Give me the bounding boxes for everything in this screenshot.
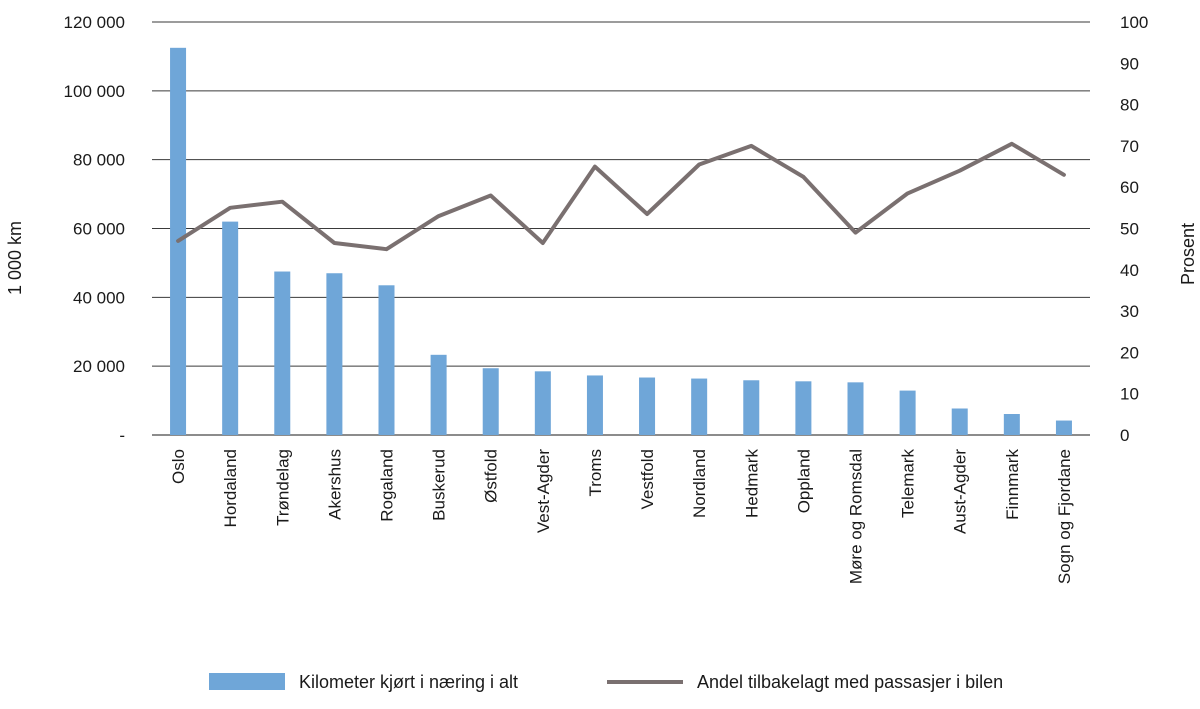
left-tick-label: 20 000 bbox=[73, 357, 125, 376]
right-tick-label: 100 bbox=[1120, 13, 1148, 32]
legend-bar-label: Kilometer kjørt i næring i alt bbox=[299, 672, 518, 692]
left-tick-label: 80 000 bbox=[73, 151, 125, 170]
right-y-axis: 0 10 20 30 40 50 60 70 80 90 100 bbox=[1120, 13, 1148, 445]
bar bbox=[795, 381, 812, 435]
left-axis-title: 1 000 km bbox=[5, 221, 25, 295]
category-label: Vest-Agder bbox=[534, 449, 553, 533]
category-label: Buskerud bbox=[430, 449, 449, 521]
category-label: Finnmark bbox=[1003, 449, 1022, 520]
category-label: Vestfold bbox=[638, 449, 657, 510]
right-tick-label: 60 bbox=[1120, 178, 1139, 197]
bar bbox=[430, 354, 447, 435]
right-tick-label: 90 bbox=[1120, 54, 1139, 73]
category-label: Oppland bbox=[794, 449, 813, 513]
bar bbox=[534, 371, 551, 435]
bar bbox=[951, 408, 968, 435]
left-tick-label: 40 000 bbox=[73, 288, 125, 307]
series-line bbox=[176, 141, 1066, 252]
right-tick-label: 30 bbox=[1120, 302, 1139, 321]
bar bbox=[222, 221, 239, 435]
legend-line-label: Andel tilbakelagt med passasjer i bilen bbox=[697, 672, 1003, 692]
category-label: Nordland bbox=[690, 449, 709, 518]
bar bbox=[378, 285, 395, 435]
right-tick-label: 0 bbox=[1120, 426, 1129, 445]
category-label: Aust-Agder bbox=[951, 449, 970, 534]
gridlines bbox=[152, 21, 1090, 436]
bar bbox=[691, 378, 708, 435]
bar bbox=[847, 382, 864, 435]
category-label: Trøndelag bbox=[273, 449, 292, 526]
right-tick-label: 80 bbox=[1120, 96, 1139, 115]
category-label: Sogn og Fjordane bbox=[1055, 449, 1074, 584]
right-tick-label: 40 bbox=[1120, 261, 1139, 280]
bar bbox=[899, 390, 916, 435]
legend: Kilometer kjørt i næring i alt Andel til… bbox=[209, 672, 1003, 692]
category-label: Hordaland bbox=[221, 449, 240, 527]
right-tick-label: 20 bbox=[1120, 343, 1139, 362]
bar-series bbox=[170, 47, 1072, 435]
bar bbox=[482, 368, 499, 435]
legend-bar-swatch bbox=[209, 673, 285, 690]
category-label: Hedmark bbox=[742, 449, 761, 518]
bar bbox=[639, 377, 656, 435]
left-tick-label: 120 000 bbox=[64, 13, 125, 32]
right-tick-label: 70 bbox=[1120, 137, 1139, 156]
right-tick-label: 50 bbox=[1120, 220, 1139, 239]
category-label: Troms bbox=[586, 449, 605, 497]
bar bbox=[274, 271, 291, 435]
x-axis: Oslo Hordaland Trøndelag Akershus Rogaland Bu… bbox=[169, 449, 1074, 585]
bar bbox=[1003, 414, 1020, 435]
bar bbox=[326, 273, 343, 435]
category-label: Østfold bbox=[482, 449, 501, 503]
bar bbox=[586, 375, 603, 435]
category-label: Rogaland bbox=[378, 449, 397, 522]
bar bbox=[743, 380, 760, 435]
bar bbox=[1055, 420, 1072, 435]
category-label: Telemark bbox=[899, 449, 918, 518]
category-label: Akershus bbox=[325, 449, 344, 520]
left-y-axis: - 20 000 40 000 60 000 80 000 100 000 120 000 bbox=[64, 13, 125, 445]
category-label: Oslo bbox=[169, 449, 188, 484]
right-axis-title: Prosent bbox=[1178, 223, 1198, 285]
left-tick-label: - bbox=[119, 426, 125, 445]
right-tick-label: 10 bbox=[1120, 385, 1139, 404]
left-tick-label: 100 000 bbox=[64, 82, 125, 101]
left-tick-label: 60 000 bbox=[73, 220, 125, 239]
category-label: Møre og Romsdal bbox=[847, 449, 866, 584]
line-series bbox=[176, 141, 1066, 252]
